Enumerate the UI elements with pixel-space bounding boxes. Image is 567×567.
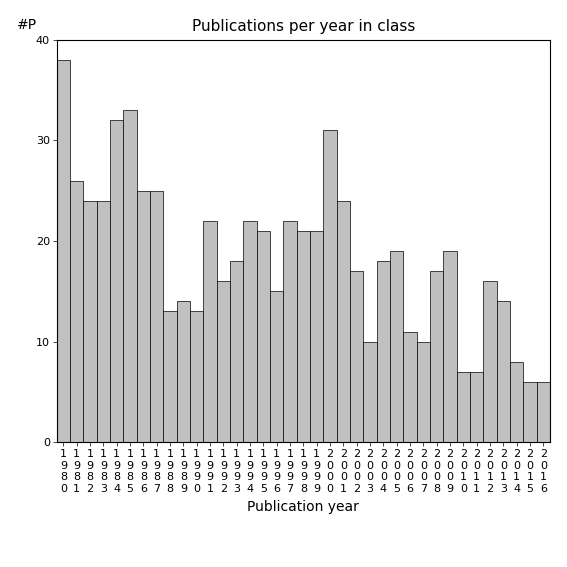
Bar	[456, 372, 470, 442]
Bar	[230, 261, 243, 442]
Bar	[137, 191, 150, 442]
Bar	[483, 281, 497, 442]
Bar	[376, 261, 390, 442]
X-axis label: Publication year: Publication year	[247, 500, 359, 514]
Bar	[150, 191, 163, 442]
Bar	[257, 231, 270, 442]
Bar	[350, 271, 363, 442]
Bar	[523, 382, 536, 442]
Bar	[497, 302, 510, 442]
Bar	[536, 382, 550, 442]
Bar	[390, 251, 403, 442]
Bar	[70, 180, 83, 442]
Title: Publications per year in class: Publications per year in class	[192, 19, 415, 35]
Bar	[417, 341, 430, 442]
Bar	[270, 291, 284, 442]
Bar	[470, 372, 483, 442]
Bar	[217, 281, 230, 442]
Bar	[443, 251, 456, 442]
Bar	[310, 231, 323, 442]
Bar	[243, 221, 257, 442]
Bar	[57, 60, 70, 442]
Bar	[83, 201, 97, 442]
Bar	[177, 302, 190, 442]
Bar	[403, 332, 417, 442]
Bar	[124, 110, 137, 442]
Bar	[510, 362, 523, 442]
Bar	[337, 201, 350, 442]
Bar	[430, 271, 443, 442]
Bar	[284, 221, 297, 442]
Bar	[190, 311, 204, 442]
Bar	[204, 221, 217, 442]
Bar	[363, 341, 376, 442]
Bar	[297, 231, 310, 442]
Bar	[163, 311, 177, 442]
Bar	[323, 130, 337, 442]
Bar	[97, 201, 110, 442]
Bar	[110, 120, 124, 442]
Text: #P: #P	[17, 18, 37, 32]
